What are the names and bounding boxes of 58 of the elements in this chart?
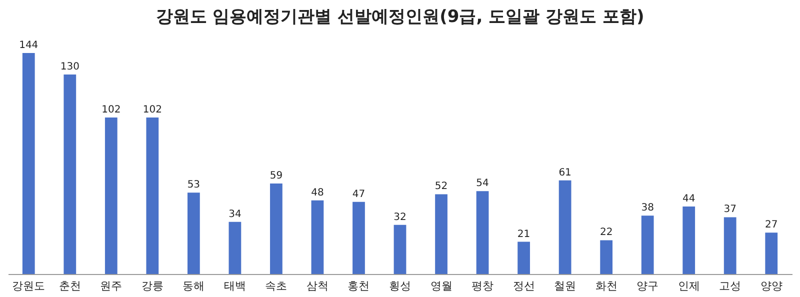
bar [724, 217, 736, 274]
bar [187, 192, 200, 274]
data-label: 48 [311, 187, 324, 198]
bar [311, 200, 324, 274]
bar [558, 180, 572, 274]
bar [518, 242, 530, 274]
bar [22, 53, 35, 274]
x-tick-label: 춘천 [58, 280, 81, 292]
bar [104, 117, 118, 274]
x-tick-label: 화천 [595, 280, 618, 292]
x-tick-label: 원주 [100, 280, 122, 292]
x-tick-label: 태백 [224, 280, 246, 292]
data-label: 27 [765, 220, 778, 231]
bar [228, 222, 242, 274]
x-tick-label: 평창 [472, 280, 494, 292]
x-tick-label: 홍천 [348, 280, 370, 292]
x-tick-label: 정선 [512, 280, 535, 292]
bar [682, 206, 696, 274]
data-label: 102 [102, 104, 121, 116]
data-label: 44 [682, 193, 696, 204]
bar [476, 191, 489, 274]
data-label: 38 [641, 202, 654, 214]
x-tick-label: 속초 [265, 280, 288, 292]
x-tick-label: 양양 [760, 280, 782, 292]
bar [270, 183, 282, 274]
data-label: 53 [187, 180, 200, 191]
data-label: 34 [228, 208, 242, 220]
x-tick-label: 고성 [719, 280, 742, 292]
bar [64, 74, 76, 274]
data-label: 54 [476, 178, 489, 190]
bar [641, 216, 654, 274]
bar [352, 202, 365, 274]
data-label: 59 [270, 170, 283, 182]
data-label: 102 [142, 104, 162, 116]
bar [435, 194, 448, 274]
x-tick-label: 영월 [430, 280, 452, 292]
x-tick-label: 강원도 [12, 280, 46, 292]
chart-title: 강원도 임용예정기관별 선발예정인원(9급, 도일괄 강원도 포함) [156, 7, 644, 27]
bar [146, 117, 159, 274]
data-label: 52 [434, 181, 448, 192]
data-label: 61 [558, 167, 572, 178]
x-tick-label: 양구 [636, 280, 659, 292]
x-tick-label: 삼척 [306, 280, 328, 292]
x-tick-label: 철원 [554, 280, 576, 292]
bar [600, 240, 613, 274]
data-label: 130 [60, 61, 80, 72]
x-tick-label: 인제 [678, 280, 700, 292]
bar [394, 224, 406, 274]
x-tick-label: 횡성 [389, 280, 411, 292]
data-label: 144 [19, 40, 38, 51]
data-label: 21 [517, 228, 530, 240]
x-tick-label: 강릉 [141, 280, 164, 292]
data-label: 37 [724, 204, 736, 216]
data-label: 32 [394, 212, 406, 223]
x-tick-label: 동해 [182, 280, 205, 292]
data-label: 47 [352, 188, 366, 200]
bar [765, 232, 778, 274]
data-label: 22 [600, 227, 613, 238]
